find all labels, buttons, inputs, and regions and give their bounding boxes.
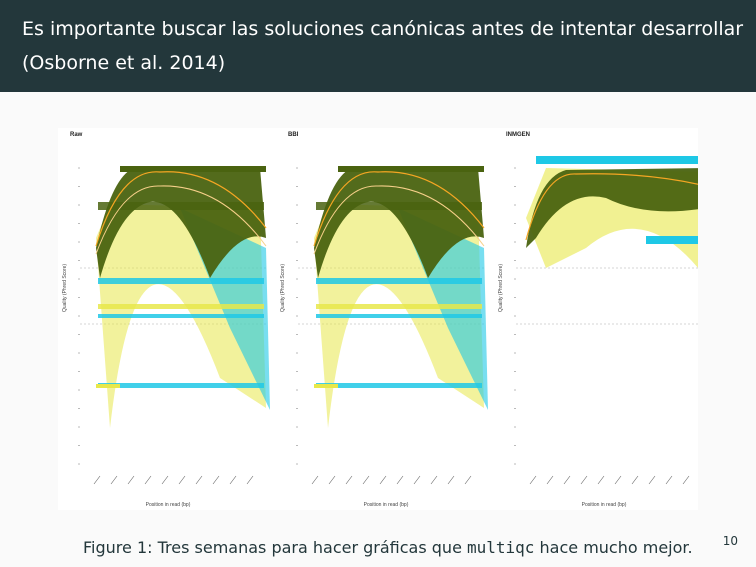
low-band xyxy=(314,384,338,388)
quality-band xyxy=(98,314,264,318)
panel-xlabel: Position in read (bp) xyxy=(146,502,191,508)
x-tick-label xyxy=(648,475,656,485)
x-tick-label xyxy=(563,475,571,485)
caption-text-before: Tres semanas para hacer gráficas que xyxy=(152,538,467,557)
page-number: 10 xyxy=(722,534,738,548)
mean-quality-line xyxy=(95,171,267,247)
x-tick-label xyxy=(447,475,455,485)
x-tick-label xyxy=(682,475,690,485)
x-tick-label xyxy=(597,475,605,485)
x-tick-label xyxy=(328,475,336,485)
x-tick-label xyxy=(464,475,472,485)
x-tick-label xyxy=(546,475,554,485)
quality-band xyxy=(98,278,264,284)
x-tick-label xyxy=(127,475,135,485)
low-band xyxy=(96,384,120,388)
quality-band xyxy=(316,278,482,284)
x-tick-label xyxy=(110,475,118,485)
panel-ylabel: Quality (Phred Score) xyxy=(498,264,504,312)
figure: Raw Quality (Phred Score) Position in read… xyxy=(58,128,710,510)
x-tick-label xyxy=(430,475,438,485)
x-tick-label xyxy=(311,475,319,485)
panel-ylabel: Quality (Phred Score) xyxy=(280,264,286,312)
x-tick-label xyxy=(580,475,588,485)
cyan-band xyxy=(646,236,706,244)
quality-panel-3: INMGEN Quality (Phred Score) Position in r… xyxy=(498,132,710,508)
mean-quality-line xyxy=(313,171,485,247)
x-tick-label xyxy=(246,475,254,485)
x-tick-label xyxy=(144,475,152,485)
quality-panel-2: BBI Quality (Phred Score) Position in read… xyxy=(280,132,488,508)
panel-ylabel: Quality (Phred Score) xyxy=(62,264,68,312)
slide-header: Es importante buscar las soluciones canó… xyxy=(0,0,756,92)
mean-quality-line xyxy=(525,173,707,241)
quality-band xyxy=(98,383,264,388)
x-tick-label xyxy=(529,475,537,485)
x-tick-label xyxy=(413,475,421,485)
x-tick-label xyxy=(396,475,404,485)
panel-title: INMGEN xyxy=(506,132,530,138)
x-tick-label xyxy=(229,475,237,485)
x-tick-label xyxy=(178,475,186,485)
figure-caption: Figure 1: Tres semanas para hacer gráfic… xyxy=(83,538,693,557)
panel-xlabel: Position in read (bp) xyxy=(582,502,627,508)
caption-code: multiqc xyxy=(467,538,535,557)
caption-label: Figure 1: xyxy=(83,538,153,557)
top-band xyxy=(338,166,484,172)
top-band xyxy=(536,156,710,164)
median-quality-line xyxy=(313,185,485,255)
x-tick-label xyxy=(161,475,169,485)
x-tick-label xyxy=(345,475,353,485)
quality-band xyxy=(316,314,482,318)
x-tick-label xyxy=(614,475,622,485)
quality-band xyxy=(316,304,482,309)
x-tick-label xyxy=(631,475,639,485)
panel-title: Raw xyxy=(70,132,83,138)
dark-green-mass xyxy=(526,168,706,248)
x-tick-label xyxy=(379,475,387,485)
dark-green-mass xyxy=(96,168,266,278)
median-quality-line xyxy=(95,185,267,255)
quality-band xyxy=(316,383,482,388)
slide-title-line2: (Osborne et al. 2014) xyxy=(22,52,226,74)
panel-xlabel: Position in read (bp) xyxy=(364,502,409,508)
x-tick-label xyxy=(195,475,203,485)
quality-panel-1: Raw Quality (Phred Score) Position in read… xyxy=(62,132,270,508)
caption-text-after: hace mucho mejor. xyxy=(534,538,693,557)
x-tick-label xyxy=(665,475,673,485)
x-tick-label xyxy=(212,475,220,485)
slide-title-line1: Es importante buscar las soluciones canó… xyxy=(22,18,744,40)
top-band xyxy=(120,166,266,172)
x-tick-label xyxy=(93,475,101,485)
dark-green-mass xyxy=(314,168,484,278)
panel-title: BBI xyxy=(288,132,299,138)
quality-band xyxy=(98,304,264,309)
figure-plots: Raw Quality (Phred Score) Position in read… xyxy=(62,132,710,508)
x-tick-label xyxy=(362,475,370,485)
